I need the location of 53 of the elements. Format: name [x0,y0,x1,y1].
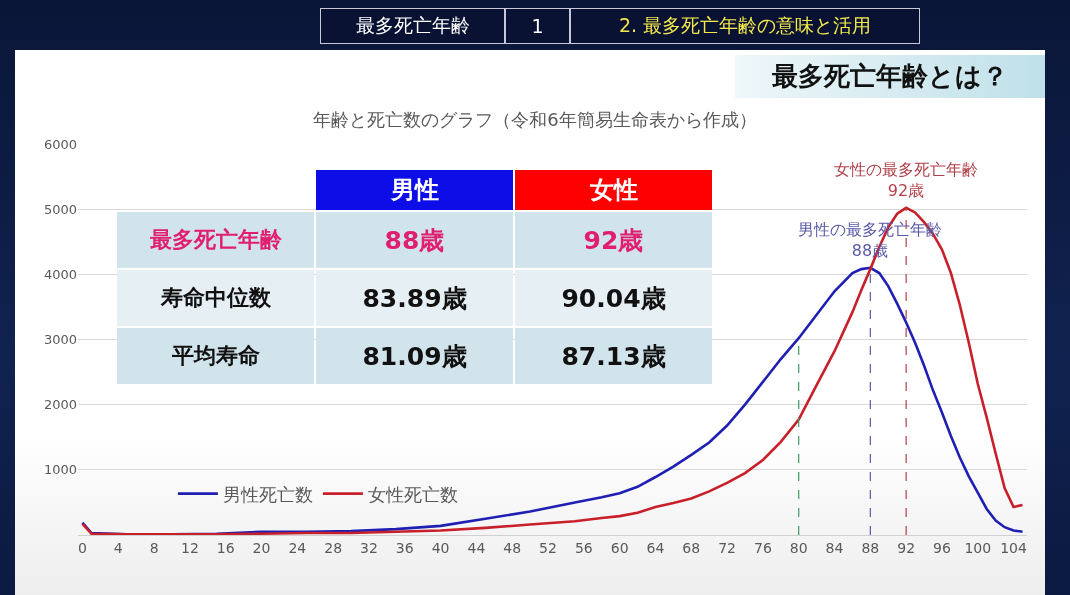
x-tick-label: 100 [964,539,992,556]
y-tick-label: 4000 [43,266,77,282]
x-tick-label: 64 [646,539,665,556]
x-tick-label: 48 [503,539,522,556]
annotation: 女性の最多死亡年齢 92歳 [834,160,978,200]
x-tick-label: 36 [395,539,414,556]
legend-label: 女性死亡数 [367,483,458,505]
annotation: 最多死亡年齢 [149,226,282,254]
x-tick-label: 8 [149,539,159,556]
x-tick-label: 4 [113,539,123,556]
x-tick-label: 72 [718,539,736,556]
annotation: 男性 [390,175,439,206]
annotation: 81.09歳 [362,340,467,373]
x-tick-label: 56 [574,539,593,556]
x-tick-label: 80 [789,539,808,556]
annotation: 女性 [589,175,638,206]
y-tick-label: 2000 [43,397,77,413]
chart-title: 年齢と死亡数のグラフ（令和6年簡易生命表から作成） [313,109,757,131]
annotation: 87.13歳 [561,340,666,373]
y-tick-label: 1000 [43,462,77,478]
annotation: 92歳 [583,224,644,257]
annotation: 平均寿命 [171,342,260,370]
annotation: 90.04歳 [561,282,666,315]
x-tick-label: 32 [360,539,378,556]
x-tick-label: 12 [181,539,199,556]
line-series [81,206,1024,535]
text: 1 [531,15,544,37]
x-tick-label: 40 [431,539,450,556]
x-tick-label: 24 [288,539,307,556]
text: 最多死亡年齢とは？ [772,60,1008,93]
text: 2. 最多死亡年齢の意味と活用 [618,13,872,38]
annotation: 88歳 [384,224,445,257]
legend-label: 男性死亡数 [222,483,313,505]
x-tick-label: 76 [753,539,772,556]
y-tick-label: 6000 [43,136,77,152]
x-tick-label: 16 [216,539,235,556]
text: 最多死亡年齢 [355,13,470,38]
annotation: 83.89歳 [362,282,467,315]
y-tick-label: 5000 [43,201,77,217]
x-tick-label: 52 [539,539,557,556]
x-tick-label: 28 [324,539,343,556]
x-tick-label: 44 [467,539,486,556]
x-tick-label: 20 [252,539,271,556]
y-tick-label: 3000 [43,332,77,348]
x-tick-label: 104 [1000,539,1028,556]
x-tick-label: 0 [78,539,87,556]
annotation: 寿命中位数 [160,284,271,312]
x-tick-label: 68 [682,539,701,556]
x-tick-label: 96 [933,539,951,556]
x-tick-label: 92 [897,539,916,556]
x-tick-label: 84 [825,539,844,556]
x-tick-label: 60 [610,539,629,556]
x-tick-label: 88 [861,539,880,556]
